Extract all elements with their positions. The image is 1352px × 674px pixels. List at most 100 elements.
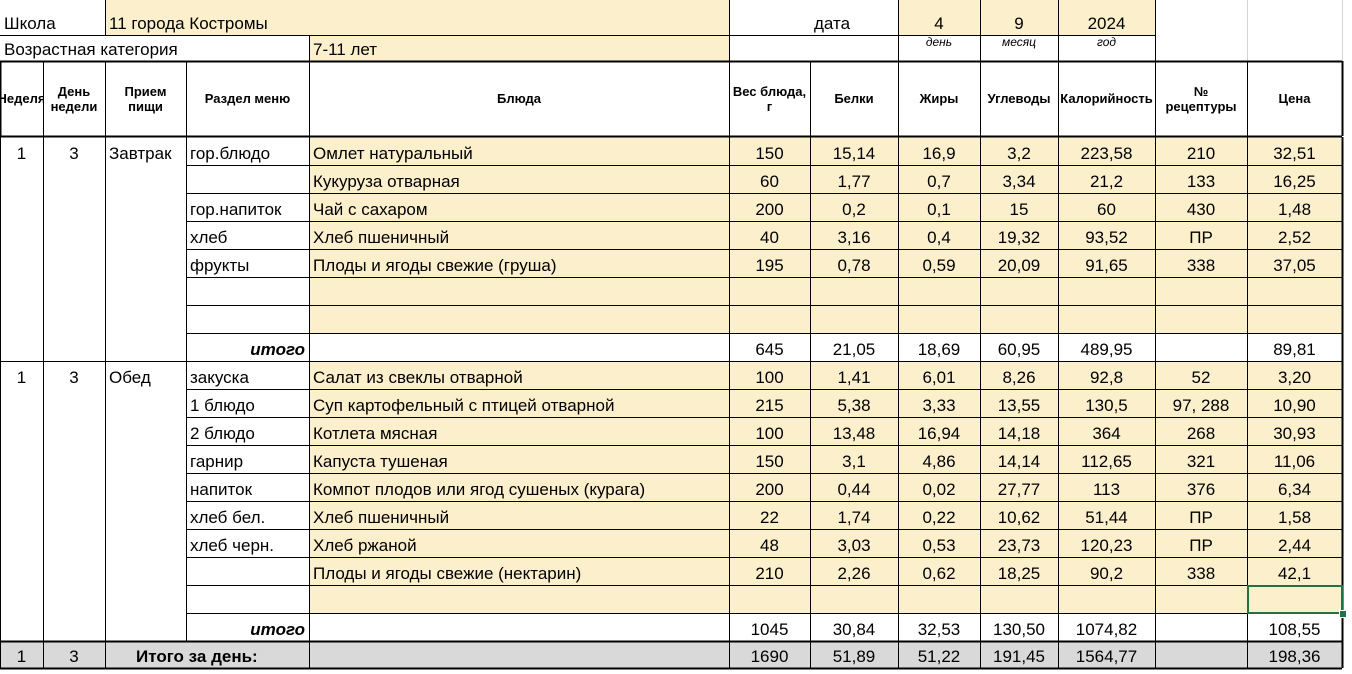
dish-fat[interactable]: 0,59 (898, 249, 980, 277)
school-value[interactable]: 11 города Костромы (105, 0, 729, 35)
dish-price[interactable]: 3,20 (1247, 361, 1342, 389)
dish-recipe[interactable]: ПР (1155, 501, 1247, 529)
dish-recipe[interactable]: 97, 288 (1155, 389, 1247, 417)
dish-carbs[interactable] (980, 277, 1058, 305)
dish-name[interactable]: Хлеб пшеничный (309, 221, 729, 249)
menu-section[interactable] (186, 277, 309, 305)
dish-name[interactable]: Салат из свеклы отварной (309, 361, 729, 389)
menu-section[interactable]: гор.блюдо (190, 144, 271, 163)
dish-name[interactable]: Омлет натуральный (309, 137, 729, 165)
dish-price[interactable]: 37,05 (1247, 249, 1342, 277)
dish-recipe[interactable]: 338 (1155, 249, 1247, 277)
dish-protein[interactable]: 3,03 (810, 529, 898, 557)
dish-protein[interactable]: 3,1 (810, 445, 898, 473)
dish-fat[interactable]: 4,86 (898, 445, 980, 473)
dish-price[interactable]: 16,25 (1247, 165, 1342, 193)
dish-kcal[interactable]: 51,44 (1058, 501, 1155, 529)
dish-weight[interactable]: 210 (729, 557, 810, 585)
dish-kcal[interactable] (1058, 277, 1155, 305)
menu-section[interactable]: 2 блюдо (190, 424, 255, 443)
dish-fat[interactable]: 0,02 (898, 473, 980, 501)
dish-carbs[interactable]: 3,34 (980, 165, 1058, 193)
dish-protein[interactable]: 2,26 (810, 557, 898, 585)
dish-recipe[interactable] (1155, 277, 1247, 305)
menu-section[interactable]: фрукты (190, 256, 250, 275)
dish-weight[interactable]: 150 (729, 137, 810, 165)
dish-protein[interactable]: 1,74 (810, 501, 898, 529)
date-year[interactable]: 2024 (1058, 0, 1155, 35)
dish-weight[interactable]: 150 (729, 445, 810, 473)
dish-fat[interactable]: 0,62 (898, 557, 980, 585)
menu-section[interactable]: хлеб бел. (190, 508, 266, 527)
menu-section[interactable] (186, 305, 309, 333)
menu-section[interactable] (186, 165, 309, 193)
dish-carbs[interactable]: 19,32 (980, 221, 1058, 249)
menu-section[interactable]: напиток (190, 480, 253, 499)
dish-weight[interactable]: 195 (729, 249, 810, 277)
dish-kcal[interactable]: 223,58 (1058, 137, 1155, 165)
dish-name[interactable] (309, 305, 729, 333)
dish-recipe[interactable] (1155, 305, 1247, 333)
dish-fat[interactable]: 3,33 (898, 389, 980, 417)
dish-weight[interactable]: 22 (729, 501, 810, 529)
menu-section[interactable]: гор.напиток (190, 200, 282, 219)
dish-price[interactable] (1247, 305, 1342, 333)
dish-kcal[interactable]: 113 (1058, 473, 1155, 501)
dish-fat[interactable]: 0,7 (898, 165, 980, 193)
dish-name[interactable]: Хлеб ржаной (309, 529, 729, 557)
menu-section[interactable]: закуска (190, 368, 249, 387)
dish-protein[interactable]: 13,48 (810, 417, 898, 445)
dish-fat[interactable] (898, 277, 980, 305)
dish-price[interactable] (1247, 277, 1342, 305)
dish-name[interactable]: Котлета мясная (309, 417, 729, 445)
dish-recipe[interactable]: 268 (1155, 417, 1247, 445)
dish-protein[interactable]: 0,2 (810, 193, 898, 221)
dish-recipe[interactable]: 210 (1155, 137, 1247, 165)
dish-name[interactable]: Хлеб пшеничный (309, 501, 729, 529)
dish-weight[interactable] (729, 585, 810, 613)
dish-kcal[interactable]: 364 (1058, 417, 1155, 445)
dish-protein[interactable]: 15,14 (810, 137, 898, 165)
dish-price[interactable] (1247, 585, 1342, 613)
dish-recipe[interactable]: ПР (1155, 529, 1247, 557)
dish-protein[interactable]: 3,16 (810, 221, 898, 249)
dish-kcal[interactable] (1058, 305, 1155, 333)
dish-kcal[interactable] (1058, 585, 1155, 613)
dish-name[interactable]: Плоды и ягоды свежие (груша) (309, 249, 729, 277)
dish-price[interactable]: 2,44 (1247, 529, 1342, 557)
menu-section[interactable]: хлеб черн. (190, 536, 275, 555)
dish-kcal[interactable]: 120,23 (1058, 529, 1155, 557)
dish-price[interactable]: 6,34 (1247, 473, 1342, 501)
dish-price[interactable]: 42,1 (1247, 557, 1342, 585)
dish-kcal[interactable]: 92,8 (1058, 361, 1155, 389)
dish-kcal[interactable]: 93,52 (1058, 221, 1155, 249)
dish-name[interactable]: Компот плодов или ягод сушеных (курага) (309, 473, 729, 501)
age-value[interactable]: 7-11 лет (309, 35, 729, 61)
dish-recipe[interactable]: 376 (1155, 473, 1247, 501)
fill-handle[interactable] (1339, 610, 1347, 618)
dish-fat[interactable] (898, 305, 980, 333)
selected-cell-outline[interactable] (1247, 585, 1343, 614)
empty-cell[interactable] (729, 0, 810, 35)
dish-fat[interactable]: 0,1 (898, 193, 980, 221)
dish-fat[interactable]: 16,94 (898, 417, 980, 445)
dish-weight[interactable]: 215 (729, 389, 810, 417)
menu-section[interactable] (186, 585, 309, 613)
dish-kcal[interactable]: 112,65 (1058, 445, 1155, 473)
dish-kcal[interactable]: 60 (1058, 193, 1155, 221)
dish-name[interactable]: Плоды и ягоды свежие (нектарин) (309, 557, 729, 585)
dish-protein[interactable]: 1,41 (810, 361, 898, 389)
dish-price[interactable]: 30,93 (1247, 417, 1342, 445)
date-day[interactable]: 4 (898, 0, 980, 35)
dish-name[interactable]: Кукуруза отварная (309, 165, 729, 193)
dish-fat[interactable]: 16,9 (898, 137, 980, 165)
dish-weight[interactable]: 40 (729, 221, 810, 249)
dish-weight[interactable]: 60 (729, 165, 810, 193)
dish-fat[interactable]: 0,22 (898, 501, 980, 529)
dish-recipe[interactable]: 133 (1155, 165, 1247, 193)
dish-carbs[interactable]: 15 (980, 193, 1058, 221)
dish-recipe[interactable]: 52 (1155, 361, 1247, 389)
dish-carbs[interactable]: 14,14 (980, 445, 1058, 473)
menu-section[interactable]: 1 блюдо (190, 396, 255, 415)
dish-name[interactable] (309, 277, 729, 305)
